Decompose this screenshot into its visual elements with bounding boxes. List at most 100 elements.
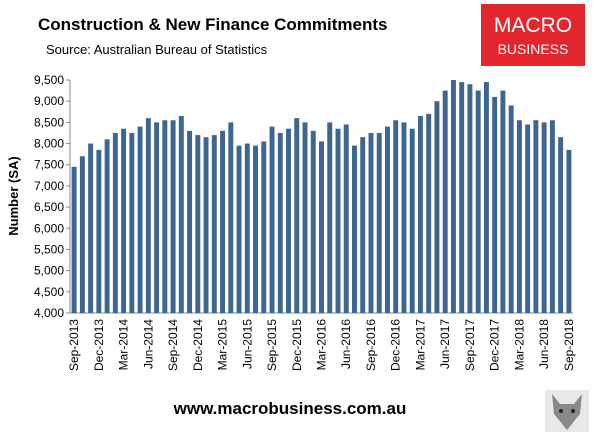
bar — [343, 124, 349, 314]
bar — [327, 122, 333, 313]
y-tick-label: 7,000 — [34, 179, 64, 193]
x-tick-label: Sep-2016 — [364, 319, 378, 371]
bar — [500, 90, 506, 313]
footer-url: www.macrobusiness.com.au — [173, 399, 407, 418]
x-tick-label: Mar-2015 — [216, 319, 230, 371]
x-tick-label: Mar-2017 — [413, 319, 427, 371]
bar — [450, 80, 456, 313]
bar — [79, 156, 85, 313]
bar — [96, 149, 102, 313]
x-tick-label: Sep-2013 — [67, 319, 81, 371]
bar — [310, 130, 316, 313]
bar — [459, 82, 465, 313]
bar — [516, 120, 522, 313]
bar — [434, 101, 440, 313]
bar — [483, 82, 489, 313]
bar — [475, 90, 481, 313]
bar — [154, 122, 160, 313]
y-tick-label: 8,000 — [34, 137, 64, 151]
bar — [558, 137, 564, 313]
x-tick-label: Mar-2014 — [117, 319, 131, 371]
bar — [335, 128, 341, 313]
bar — [508, 105, 514, 313]
y-tick-label: 6,500 — [34, 200, 64, 214]
bar — [137, 126, 143, 313]
x-tick-label: Sep-2018 — [562, 319, 576, 371]
bar — [384, 126, 390, 313]
bar — [145, 118, 151, 313]
bar — [426, 113, 432, 314]
bar — [401, 122, 407, 313]
bar — [549, 120, 555, 313]
x-tick-label: Jun-2014 — [141, 319, 155, 369]
bar — [178, 116, 184, 313]
bar — [269, 126, 275, 313]
x-tick-label: Dec-2016 — [389, 319, 403, 371]
x-tick-label: Mar-2018 — [512, 319, 526, 371]
bar — [112, 132, 118, 313]
bar — [566, 149, 572, 313]
y-tick-label: 5,500 — [34, 242, 64, 256]
y-tick-label: 5,000 — [34, 264, 64, 278]
bar — [220, 130, 226, 313]
bar — [492, 96, 498, 313]
x-tick-label: Sep-2015 — [265, 319, 279, 371]
chart-subtitle: Source: Australian Bureau of Statistics — [46, 42, 268, 57]
x-tick-label: Jun-2015 — [240, 319, 254, 369]
bar — [360, 137, 366, 313]
y-tick-label: 7,500 — [34, 158, 64, 172]
bar — [244, 143, 250, 313]
bar — [541, 122, 547, 313]
x-tick-label: Jun-2017 — [438, 319, 452, 369]
bar — [442, 90, 448, 313]
bar — [71, 166, 77, 313]
y-axis-label: Number (SA) — [6, 156, 21, 235]
bar — [187, 130, 193, 313]
bar — [376, 132, 382, 313]
bar — [533, 120, 539, 313]
x-tick-label: Sep-2014 — [166, 319, 180, 371]
bar — [253, 145, 259, 313]
bar — [195, 135, 201, 313]
bar — [261, 141, 267, 313]
bar — [467, 84, 473, 314]
bar — [277, 132, 283, 313]
bar — [236, 145, 242, 313]
x-tick-label: Dec-2017 — [488, 319, 502, 371]
bar — [88, 143, 94, 313]
bar — [228, 122, 234, 313]
y-tick-label: 4,000 — [34, 306, 64, 320]
bar — [352, 145, 357, 313]
wolf-icon — [545, 390, 589, 432]
bar — [129, 132, 135, 313]
bar — [170, 120, 176, 313]
bar — [162, 120, 168, 313]
y-tick-label: 9,000 — [34, 94, 64, 108]
x-tick-label: Dec-2014 — [191, 319, 205, 371]
x-tick-label: Mar-2016 — [315, 319, 329, 371]
x-tick-label: Dec-2013 — [92, 319, 106, 371]
bar — [319, 141, 324, 313]
x-tick-label: Jun-2018 — [537, 319, 551, 369]
bar — [417, 116, 423, 313]
logo-text: BUSINESS — [498, 41, 569, 57]
y-tick-label: 9,500 — [34, 73, 64, 87]
bar — [286, 128, 291, 313]
bar — [368, 132, 374, 313]
bar — [409, 128, 415, 313]
x-tick-label: Dec-2015 — [290, 319, 304, 371]
bar — [104, 139, 110, 313]
bar — [393, 120, 399, 313]
x-tick-label: Jun-2016 — [339, 319, 353, 369]
y-tick-label: 8,500 — [34, 115, 64, 129]
y-tick-label: 4,500 — [34, 285, 64, 299]
logo-text: MACRO — [494, 14, 572, 37]
bar — [203, 137, 209, 313]
bar — [211, 135, 217, 313]
chart-title: Construction & New Finance Commitments — [38, 15, 387, 34]
bar — [302, 122, 308, 313]
logo-box — [481, 4, 585, 66]
bar — [121, 128, 127, 313]
bar — [294, 118, 300, 313]
